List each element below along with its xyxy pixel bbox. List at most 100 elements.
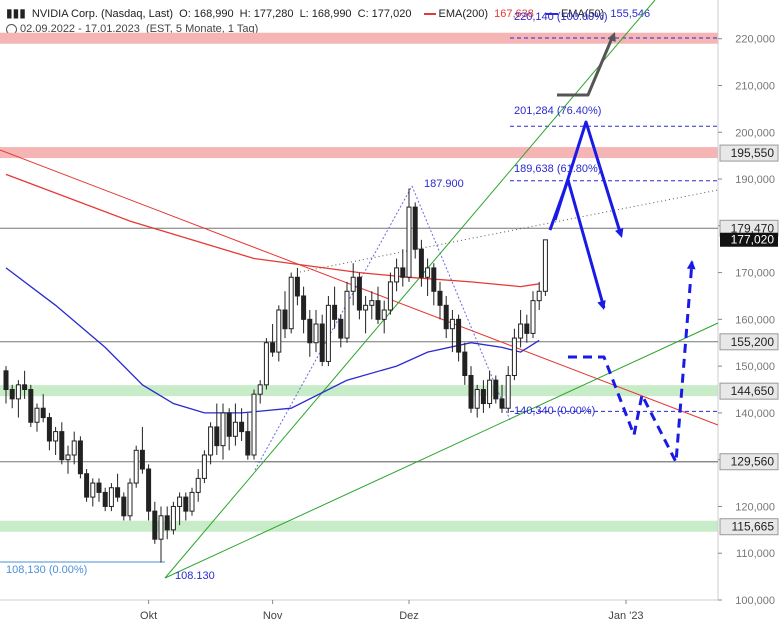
y-tick-label: 150,000: [735, 361, 775, 373]
candle: [288, 276, 294, 330]
level-label: 144,650: [731, 384, 775, 398]
projection-arrow-head: [686, 260, 696, 270]
candle: [22, 384, 28, 391]
candle: [437, 290, 443, 306]
ema50-line: [5, 267, 540, 414]
high-value: H: 177,280: [239, 8, 294, 20]
candle: [363, 304, 369, 311]
candle: [226, 412, 232, 437]
candle: [425, 267, 431, 278]
open-value: O: 168,990: [179, 8, 234, 20]
candle: [493, 379, 499, 400]
candle: [84, 473, 90, 498]
ema50-legend-swatch: [545, 13, 558, 16]
candle: [418, 248, 424, 278]
projection-arrow-head: [615, 228, 624, 238]
y-tick-label: 200,000: [735, 127, 775, 139]
candle: [542, 239, 548, 292]
candle: [220, 412, 226, 447]
chart-settings: (EST, 5 Monate, 1 Tag): [145, 23, 259, 35]
candle: [53, 431, 59, 442]
candle: [34, 407, 40, 423]
candle: [263, 342, 269, 386]
candle: [127, 482, 133, 517]
fib-0-label: 140,340 (0.00%): [514, 405, 595, 417]
candle: [46, 417, 52, 442]
dark-projection-arrow: [557, 37, 614, 97]
candle: [139, 449, 145, 470]
chart-title: NVIDIA Corp. (Nasdaq, Last): [31, 8, 174, 20]
candle: [307, 318, 313, 344]
candle: [356, 276, 362, 311]
candle: [524, 323, 530, 334]
candle: [208, 426, 214, 456]
swing-low-label: 108.130: [175, 570, 215, 582]
ema200-label: EMA(200): [438, 8, 489, 20]
level-label-box: [719, 333, 779, 351]
date-range: 02.09.2022 - 17.01.2023: [20, 23, 140, 35]
candle: [536, 290, 542, 302]
y-tick-label: 160,000: [735, 314, 775, 326]
candle: [505, 374, 511, 409]
candle: [177, 496, 183, 507]
candle: [276, 309, 282, 353]
close-value: C: 177,020: [357, 8, 412, 20]
candle: [344, 290, 350, 339]
candle: [201, 454, 207, 479]
ema200-legend-swatch: [423, 13, 436, 16]
level-label: 195,550: [731, 146, 775, 160]
projection-arrow-head: [597, 300, 606, 310]
candle: [443, 304, 449, 330]
candle: [511, 337, 517, 376]
candle: [406, 206, 412, 278]
x-tick-label: Okt: [140, 610, 157, 622]
candle: [313, 323, 319, 344]
candle: [294, 276, 300, 297]
y-tick-label: 110,000: [736, 548, 775, 560]
fib-618-label: 189,638 (61.80%): [514, 163, 601, 175]
x-tick-label: Jan '23: [608, 610, 643, 622]
candle: [530, 300, 536, 334]
candle: [189, 491, 195, 512]
bar-chart-icon: ▮▮▮: [6, 6, 26, 20]
projection-arrow-1: [548, 178, 606, 309]
y-tick-label: 220,000: [735, 34, 775, 46]
long-uptrend-line: [164, 322, 719, 579]
projection-arrow-2: [553, 120, 622, 233]
candle: [449, 318, 455, 330]
candle: [28, 389, 34, 423]
current-price-box: [720, 232, 778, 247]
candle: [90, 482, 96, 498]
candle: [251, 393, 257, 456]
candle: [338, 318, 344, 339]
candle: [158, 515, 164, 540]
level-label-box: [719, 518, 779, 536]
candle: [133, 449, 139, 484]
candle: [232, 421, 238, 437]
x-tick-label: Dez: [399, 610, 419, 622]
candle: [400, 267, 406, 278]
candle: [257, 384, 263, 395]
candle: [245, 431, 251, 456]
candle: [468, 374, 474, 409]
candle: [282, 309, 288, 330]
ema200-line: [5, 173, 540, 288]
low-value: L: 168,990: [299, 8, 352, 20]
candle: [394, 267, 400, 283]
candle: [71, 440, 77, 456]
candle: [164, 515, 170, 531]
candle: [325, 304, 331, 362]
candle: [3, 370, 9, 391]
level-label-box: [719, 453, 779, 471]
upper-channel-line: [299, 189, 719, 273]
candle: [474, 389, 480, 409]
level-label: 179,470: [731, 221, 775, 235]
candle: [487, 379, 493, 405]
candle: [462, 351, 468, 376]
candle: [152, 510, 158, 540]
candle: [15, 384, 21, 400]
candle: [9, 389, 15, 400]
y-tick-label: 140,000: [735, 408, 775, 420]
candle: [96, 482, 102, 493]
